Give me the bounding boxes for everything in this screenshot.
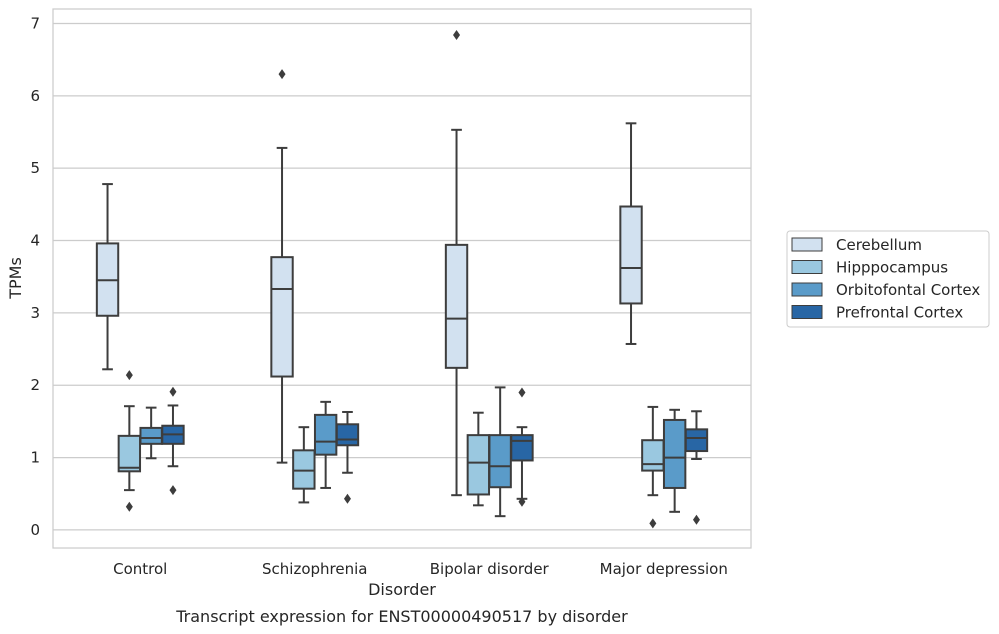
box-iqr <box>292 449 316 490</box>
legend-label: Orbitofontal Cortex <box>836 281 980 299</box>
plot-area-frame <box>52 8 752 549</box>
y-tick-label: 0 <box>30 521 40 539</box>
box-0-1 <box>270 69 294 464</box>
box-2-0 <box>139 406 163 460</box>
y-tick-label: 6 <box>30 87 40 105</box>
box-2-1 <box>313 400 338 489</box>
box-3-3 <box>684 410 709 525</box>
x-tick-label: Schizophrenia <box>262 560 367 578</box>
legend-label: Cerebellum <box>836 236 922 254</box>
x-axis-ticks: Control Schizophrenia Bipolar disorder Majo… <box>113 560 728 578</box>
box-2-3 <box>662 408 687 513</box>
outlier-marker <box>649 518 657 529</box>
box-iqr <box>641 439 665 472</box>
outlier-marker <box>125 370 133 381</box>
x-tick-label: Major depression <box>600 560 728 578</box>
x-tick-label: Control <box>113 560 167 578</box>
y-tick-label: 4 <box>30 232 40 250</box>
box-series <box>95 30 709 529</box>
box-iqr <box>335 423 360 447</box>
gridlines <box>53 22 751 531</box>
box-1-1 <box>292 426 316 504</box>
y-tick-label: 1 <box>30 449 40 467</box>
legend-label: Hipppocampus <box>836 259 948 277</box>
box-iqr <box>117 434 142 473</box>
legend-swatch <box>791 282 823 297</box>
box-1-0 <box>117 370 142 512</box>
box-0-3 <box>619 122 643 345</box>
x-tick-label: Bipolar disorder <box>430 560 550 578</box>
box-iqr <box>270 256 294 378</box>
outlier-marker <box>278 69 286 80</box>
box-1-2 <box>466 411 491 507</box>
outlier-marker <box>125 501 133 512</box>
legend-swatch <box>791 260 823 274</box>
outlier-marker <box>453 30 461 41</box>
box-iqr <box>466 434 491 496</box>
box-0-2 <box>444 30 469 497</box>
box-iqr <box>510 434 534 462</box>
box-3-2 <box>510 387 534 507</box>
box-iqr <box>662 418 687 489</box>
chart-caption: Transcript expression for ENST0000049051… <box>175 607 628 626</box>
outlier-marker <box>343 493 351 504</box>
y-tick-label: 7 <box>30 14 40 32</box>
box-iqr <box>619 205 643 305</box>
box-iqr <box>139 426 163 445</box>
box-iqr <box>488 434 512 489</box>
outlier-marker <box>518 387 526 398</box>
legend-frame <box>786 230 990 328</box>
legend-swatch <box>791 237 823 252</box>
box-iqr <box>444 243 469 369</box>
legend-swatch <box>791 305 823 319</box>
box-2-2 <box>488 386 512 518</box>
outlier-marker <box>692 514 700 525</box>
outlier-marker <box>169 485 177 496</box>
outlier-marker <box>518 496 526 507</box>
y-axis-ticks: 0 1 2 3 4 5 6 7 <box>30 14 40 538</box>
x-axis-label: Disorder <box>368 580 436 599</box>
y-axis-label: TPMs <box>6 257 25 300</box>
legend-label: Prefrontal Cortex <box>836 304 963 322</box>
legend: Cerebellum Hipppocampus Orbitofontal Corte… <box>786 230 990 328</box>
box-3-1 <box>335 410 360 504</box>
box-iqr <box>313 413 338 456</box>
y-tick-label: 3 <box>30 304 40 322</box>
box-iqr <box>684 428 709 453</box>
outlier-marker <box>169 386 177 397</box>
box-0-0 <box>95 183 120 371</box>
box-3-0 <box>161 386 185 496</box>
box-1-3 <box>641 405 665 529</box>
y-tick-label: 5 <box>30 159 40 177</box>
y-tick-label: 2 <box>30 376 40 394</box>
